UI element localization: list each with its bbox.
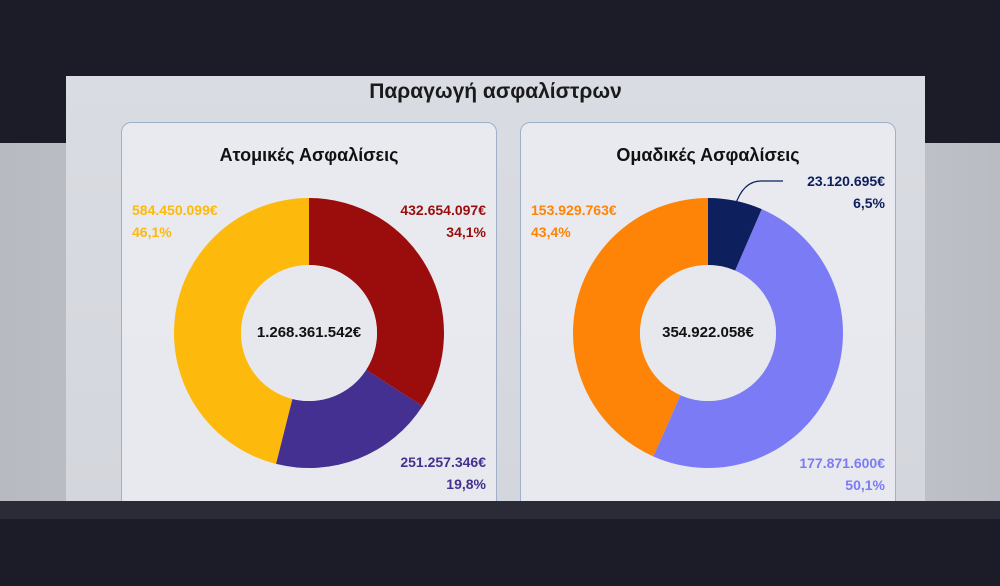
donut-slice-2 bbox=[174, 198, 309, 464]
donut-hole bbox=[241, 265, 377, 401]
bottom-strip bbox=[0, 519, 1000, 586]
slice-label-value: 251.257.346€ 19,8% bbox=[400, 451, 486, 495]
panel-individual: Ατομικές Ασφαλίσεις 1.268.361.542€ 432.6… bbox=[121, 122, 497, 501]
donut-slice-0 bbox=[309, 198, 444, 407]
panel-group: Ομαδικές Ασφαλίσεις 354.922.058€ 23.120.… bbox=[520, 122, 896, 501]
slice-label-value: 23.120.695€ 6,5% bbox=[807, 170, 885, 214]
slice-percent: 6,5% bbox=[853, 195, 885, 211]
slice-percent: 43,4% bbox=[531, 224, 571, 240]
video-control-bar bbox=[0, 501, 1000, 519]
slice-label-value: 432.654.097€ 34,1% bbox=[400, 199, 486, 243]
donut-slice-1 bbox=[276, 369, 423, 468]
leader-line bbox=[734, 180, 783, 207]
slice-percent: 19,8% bbox=[446, 476, 486, 492]
slice-value: 23.120.695€ bbox=[807, 173, 885, 189]
slice-value: 153.929.763€ bbox=[531, 202, 617, 218]
donut-chart bbox=[174, 198, 444, 468]
slice-value: 432.654.097€ bbox=[400, 202, 486, 218]
slide-title: Παραγωγή ασφαλίστρων bbox=[369, 80, 622, 103]
slide: Παραγωγή ασφαλίστρων Ατομικές Ασφαλίσεις… bbox=[66, 76, 925, 501]
donut-hole bbox=[640, 265, 776, 401]
slice-label-value: 584.450.099€ 46,1% bbox=[132, 199, 218, 243]
slice-value: 251.257.346€ bbox=[400, 454, 486, 470]
slice-label-value: 177.871.600€ 50,1% bbox=[799, 452, 885, 496]
donut-slice-0 bbox=[708, 198, 762, 271]
donut-total-label: 354.922.058€ bbox=[662, 324, 754, 341]
donut-slice-2 bbox=[573, 198, 708, 457]
panel-title: Ατομικές Ασφαλίσεις bbox=[219, 145, 399, 165]
donut-slice-1 bbox=[653, 209, 843, 468]
donut-chart bbox=[573, 180, 843, 468]
slice-percent: 50,1% bbox=[845, 477, 885, 493]
slice-label-value: 153.929.763€ 43,4% bbox=[531, 199, 617, 243]
slice-percent: 46,1% bbox=[132, 224, 172, 240]
panel-title: Ομαδικές Ασφαλίσεις bbox=[616, 145, 800, 165]
donut-total-label: 1.268.361.542€ bbox=[256, 324, 362, 341]
slice-value: 584.450.099€ bbox=[132, 202, 218, 218]
slice-value: 177.871.600€ bbox=[799, 455, 885, 471]
slice-percent: 34,1% bbox=[446, 224, 486, 240]
